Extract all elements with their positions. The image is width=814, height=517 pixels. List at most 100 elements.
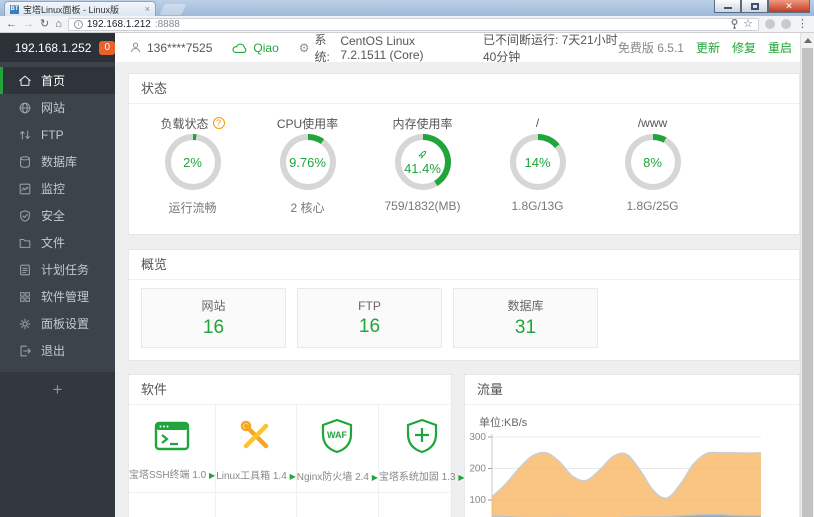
- gauge-subtext: 759/1832(MB): [384, 199, 461, 213]
- address-bar[interactable]: i 192.168.1.212:8888 ☆: [67, 17, 759, 31]
- software-item-0[interactable]: 宝塔SSH终端 1.0 ▶: [129, 405, 217, 493]
- transfer-icon: [20, 130, 30, 139]
- main-content: 状态 负载状态? 2% 运行流畅 CPU使用率 9.76% 2 核心 内存使用率 41.4% 7…: [115, 62, 814, 517]
- help-icon[interactable]: ?: [212, 117, 225, 129]
- sidebar-item-3[interactable]: 数据库: [0, 148, 115, 175]
- system-value: CentOS Linux 7.2.1511 (Core): [340, 33, 424, 62]
- sidebar-item-label: FTP: [41, 127, 64, 142]
- sidebar-item-9[interactable]: 面板设置: [0, 310, 115, 337]
- home-icon: [19, 75, 31, 86]
- bookmark-star-icon[interactable]: ☆: [743, 17, 753, 30]
- account-phone[interactable]: 136****7525: [129, 41, 212, 55]
- gauge-label: /: [535, 116, 540, 130]
- software-item-5[interactable]: [216, 493, 297, 517]
- gauge-donut: 2%: [164, 134, 221, 190]
- server-ip-block[interactable]: 192.168.1.252 0: [0, 33, 115, 62]
- gauge-label: 内存使用率: [392, 116, 453, 131]
- software-item-4[interactable]: [129, 493, 217, 517]
- software-item-empty: [379, 493, 465, 517]
- software-panel-title: 软件: [129, 375, 451, 405]
- repair-link[interactable]: 修复: [731, 41, 756, 55]
- globe-icon: [19, 102, 31, 113]
- window-minimize-button[interactable]: [714, 0, 741, 13]
- home-icon[interactable]: ⌂: [55, 17, 62, 30]
- version-label: 免费版 6.5.1: [617, 41, 684, 55]
- gauge-subtext: 2 核心: [290, 201, 325, 215]
- terminal-icon: [154, 420, 190, 457]
- svg-text:300: 300: [469, 432, 486, 443]
- sidebar-item-4[interactable]: 监控: [0, 175, 115, 202]
- sidebar-item-7[interactable]: 计划任务: [0, 256, 115, 283]
- reload-icon[interactable]: ↻: [40, 17, 50, 30]
- overview-label: FTP: [358, 298, 381, 313]
- url-host: 192.168.1.212: [86, 18, 151, 30]
- software-item-3[interactable]: 宝塔系统加固 1.3 ▶: [378, 405, 465, 493]
- scrollbar-thumb[interactable]: [802, 48, 813, 517]
- sidebar-item-8[interactable]: 软件管理: [0, 283, 115, 310]
- play-icon: ▶: [371, 473, 378, 482]
- browser-menu-icon[interactable]: ⋮: [797, 17, 808, 30]
- update-link[interactable]: 更新: [695, 41, 720, 55]
- overview-value: 16: [358, 315, 381, 337]
- software-item-empty: [297, 493, 379, 517]
- gauge-3: / 14% 1.8G/13G: [480, 112, 595, 216]
- extension-icon[interactable]: [781, 19, 791, 29]
- system-gear-icon: ⚙: [298, 40, 310, 55]
- back-icon[interactable]: ←: [6, 17, 17, 30]
- forward-icon[interactable]: →: [23, 17, 34, 30]
- overview-box-sites[interactable]: 网站 16: [141, 288, 286, 348]
- user-icon: [131, 42, 140, 53]
- sidebar-item-5[interactable]: 安全: [0, 202, 115, 229]
- message-count-badge[interactable]: 0: [99, 40, 115, 55]
- server-ip: 192.168.1.252: [14, 40, 92, 55]
- restart-link[interactable]: 重启: [767, 41, 792, 55]
- waf-shield-icon: WAF: [320, 418, 354, 459]
- monitor-chart-icon: [19, 183, 31, 194]
- new-tab-button[interactable]: [159, 4, 187, 15]
- software-item-1[interactable]: Linux工具箱 1.4 ▶: [216, 405, 297, 493]
- extension-icon[interactable]: [765, 19, 775, 29]
- window-maximize-button[interactable]: [741, 0, 768, 13]
- tab-close-icon[interactable]: ×: [144, 3, 150, 14]
- plugin-icon[interactable]: [730, 18, 739, 30]
- gauge-label: CPU使用率: [276, 116, 339, 131]
- sidebar-item-label: 监控: [41, 182, 66, 196]
- gauge-subtext: 1.8G/25G: [626, 199, 679, 213]
- software-item-2[interactable]: WAF Nginx防火墙 2.4 ▶: [296, 405, 379, 493]
- sidebar-item-label: 首页: [41, 74, 66, 88]
- window-close-button[interactable]: ✕: [768, 0, 810, 13]
- sidebar-item-0[interactable]: 首页: [0, 67, 115, 94]
- sidebar-item-10[interactable]: 退出: [0, 337, 115, 364]
- monitor-icon: [9, 47, 10, 48]
- sidebar-item-2[interactable]: FTP: [0, 121, 115, 148]
- browser-titlebar: BT 宝塔Linux面板 - Linux版 × ✕: [0, 0, 814, 16]
- gauge-donut: 41.4%: [394, 134, 451, 190]
- sidebar-add-button[interactable]: +: [52, 380, 63, 399]
- phone-number: 136****7525: [147, 40, 213, 55]
- task-list-icon: [20, 264, 30, 275]
- svg-text:200: 200: [469, 464, 486, 475]
- page-scrollbar[interactable]: [800, 33, 814, 517]
- cloud-account[interactable]: Qiao: [232, 40, 279, 55]
- svg-text:WAF: WAF: [327, 430, 347, 440]
- cloud-account-name: Qiao: [253, 40, 279, 55]
- sidebar-item-6[interactable]: 文件: [0, 229, 115, 256]
- overview-box-database[interactable]: 数据库 31: [453, 288, 598, 348]
- traffic-panel: 流量 单位:KB/s 100 200 300: [464, 374, 800, 517]
- gauge-subtext: 运行流畅: [168, 201, 217, 215]
- play-icon: ▶: [209, 471, 216, 480]
- sidebar-item-label: 数据库: [41, 155, 78, 169]
- overview-box-ftp[interactable]: FTP 16: [297, 288, 442, 348]
- software-item-label: 宝塔SSH终端 1.0 ▶: [129, 470, 216, 481]
- page-info-icon[interactable]: i: [73, 19, 83, 29]
- scrollbar-up-arrow[interactable]: [801, 33, 814, 47]
- gauge-label: 负载状态: [160, 116, 209, 131]
- browser-tab[interactable]: BT 宝塔Linux面板 - Linux版 ×: [4, 1, 156, 16]
- gauge-value: 41.4%: [404, 160, 441, 176]
- rocket-icon: [418, 150, 427, 159]
- sidebar-item-1[interactable]: 网站: [0, 94, 115, 121]
- gauge-subtext: 1.8G/13G: [511, 199, 564, 213]
- system-info: ⚙ 系统: CentOS Linux 7.2.1511 (Core): [299, 31, 463, 65]
- cloud-icon: [232, 43, 247, 53]
- folder-icon: [19, 238, 31, 248]
